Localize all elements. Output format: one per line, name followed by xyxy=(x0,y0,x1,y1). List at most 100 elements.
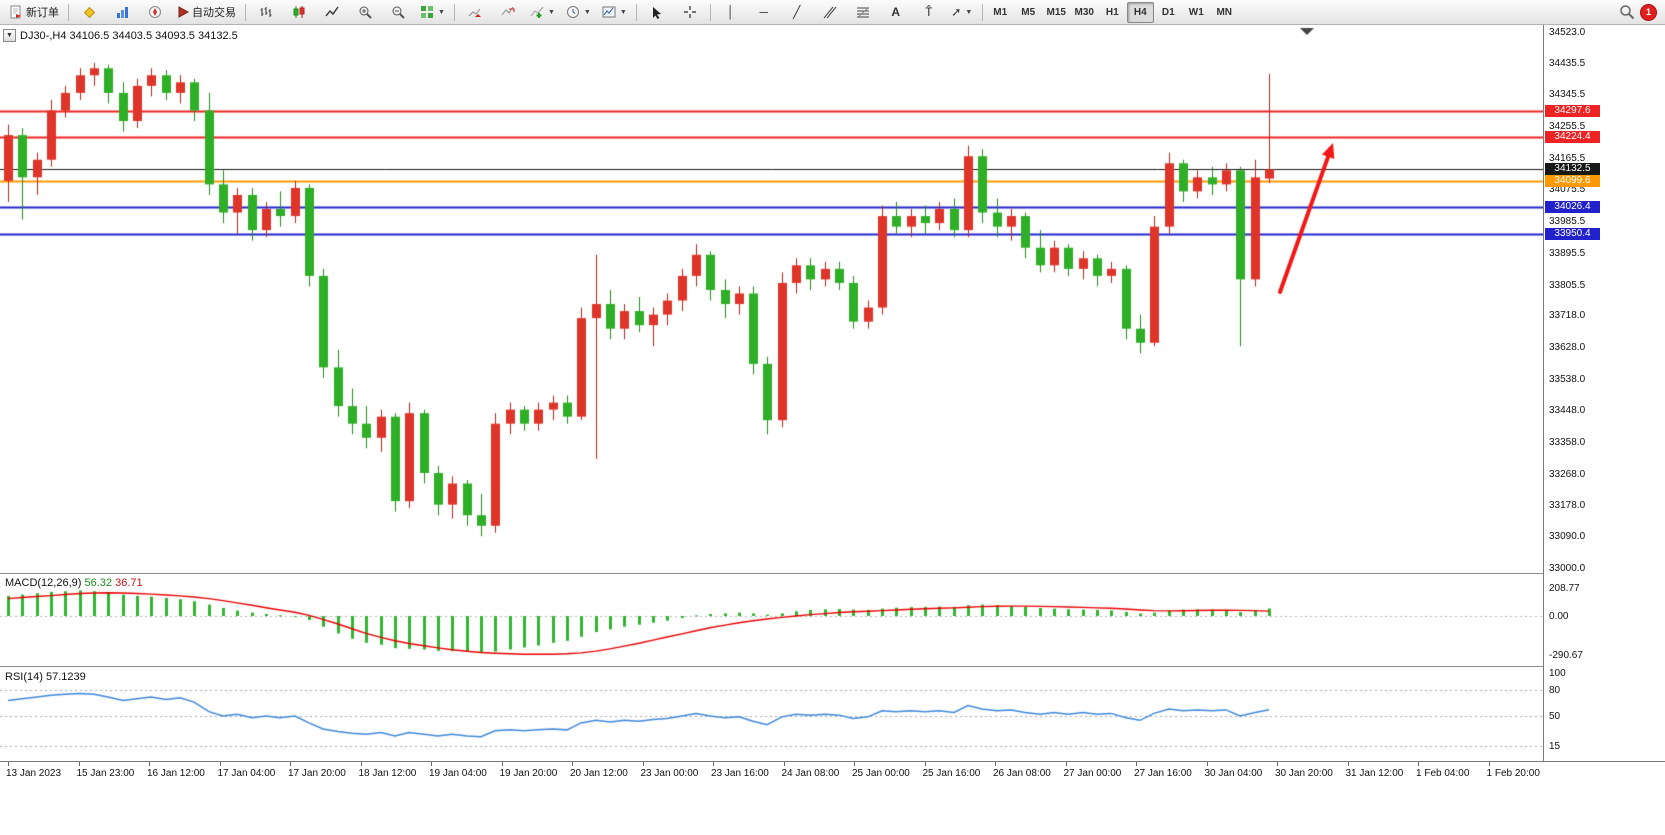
panel-separator[interactable] xyxy=(0,666,1665,667)
data-window-button[interactable] xyxy=(106,1,138,24)
arrows-icon: ➚ xyxy=(951,5,962,19)
indicators-button[interactable]: ▼ xyxy=(525,1,560,24)
time-axis[interactable]: 13 Jan 2023 15 Jan 23:00 16 Jan 12:00 17 Ja… xyxy=(0,761,1665,835)
auto-trading-button[interactable]: 自动交易 xyxy=(172,1,241,24)
periods-button[interactable]: ▼ xyxy=(561,1,596,24)
time-axis-tick xyxy=(149,762,150,766)
time-axis-label: 18 Jan 12:00 xyxy=(358,768,417,779)
panel-separator[interactable] xyxy=(0,573,1665,574)
price-axis-label: 34075.5 xyxy=(1549,184,1586,195)
price-axis-label: 33718.0 xyxy=(1549,310,1586,321)
time-axis-label: 23 Jan 00:00 xyxy=(640,768,699,779)
price-marker-34132.5: 34132.5 xyxy=(1545,163,1600,175)
chart-shift-button[interactable] xyxy=(492,1,524,24)
time-axis-label: 1 Feb 20:00 xyxy=(1486,768,1540,779)
time-axis-tick xyxy=(360,762,362,766)
price-axis-label: 33000.0 xyxy=(1549,563,1586,574)
macd-panel-canvas[interactable] xyxy=(0,575,1543,666)
market-watch-icon xyxy=(83,6,96,19)
auto-trading-label: 自动交易 xyxy=(192,7,236,19)
macd-label: MACD(12,26,9) 56.32 36.71 xyxy=(5,577,143,589)
market-watch-button[interactable] xyxy=(73,1,105,24)
main-chart-canvas[interactable] xyxy=(0,25,1543,573)
rsi-axis-label: 80 xyxy=(1549,685,1561,696)
crosshair-button[interactable] xyxy=(674,1,706,24)
time-axis-label: 17 Jan 04:00 xyxy=(217,768,276,779)
timeframe-mn[interactable]: MN xyxy=(1216,6,1233,18)
time-axis-label: 1 Feb 04:00 xyxy=(1416,768,1470,779)
timeframe-h1[interactable]: H1 xyxy=(1105,6,1119,18)
text-tool[interactable]: A xyxy=(880,1,912,24)
candlestick-chart-button[interactable] xyxy=(283,1,315,24)
timeframe-m15[interactable]: M15 xyxy=(1046,6,1066,18)
line-chart-icon xyxy=(325,6,339,17)
tile-windows-icon xyxy=(421,6,433,18)
separator xyxy=(68,3,69,21)
time-axis-tick xyxy=(501,762,503,766)
price-axis-label: 33538.0 xyxy=(1549,374,1586,385)
new-order-button[interactable]: 新订单 xyxy=(4,1,64,24)
symbol-dropdown[interactable]: ▼ xyxy=(3,29,16,42)
zoom-out-button[interactable] xyxy=(382,1,414,24)
time-axis-label: 31 Jan 12:00 xyxy=(1345,768,1404,779)
indicators-icon xyxy=(530,6,544,18)
cursor-button[interactable] xyxy=(641,1,673,24)
text-label-tool[interactable]: T̂ xyxy=(913,1,945,24)
trendline-icon: ╱ xyxy=(793,5,801,19)
chart-shift-icon xyxy=(501,6,515,16)
text-icon: A xyxy=(891,5,901,19)
fibonacci-tool[interactable] xyxy=(847,1,879,24)
rsi-name: RSI(14) 57.1239 xyxy=(5,671,86,683)
timeframe-m5[interactable]: M5 xyxy=(1021,6,1036,18)
timeframe-m1[interactable]: M1 xyxy=(993,6,1008,18)
rsi-axis-label: 100 xyxy=(1549,668,1566,679)
macd-axis-label: 0.00 xyxy=(1549,611,1569,622)
time-axis-label: 17 Jan 20:00 xyxy=(288,768,346,779)
data-window-icon xyxy=(117,7,128,18)
chevron-down-icon: ▼ xyxy=(547,8,555,16)
timeframe-m30[interactable]: M30 xyxy=(1074,6,1094,18)
timeframe-h4[interactable]: H4 xyxy=(1126,1,1154,23)
timeframe-w1[interactable]: W1 xyxy=(1188,6,1204,18)
timeframe-d1[interactable]: D1 xyxy=(1161,6,1175,18)
auto-trading-icon xyxy=(178,6,189,18)
time-axis-tick xyxy=(431,762,432,766)
time-axis-label: 20 Jan 12:00 xyxy=(570,768,628,779)
separator xyxy=(709,3,711,21)
time-axis-tick xyxy=(1136,762,1137,766)
chevron-down-icon: ▼ xyxy=(965,8,973,16)
macd-signal-value: 36.71 xyxy=(115,577,143,589)
price-axis[interactable]: 34523.0 34435.5 34345.5 34255.5 34165.5 34075… xyxy=(1543,25,1665,761)
time-axis-tick xyxy=(1347,762,1349,766)
price-marker-33950.4: 33950.4 xyxy=(1545,228,1600,240)
search-icon[interactable] xyxy=(1619,4,1635,20)
price-axis-label: 33178.0 xyxy=(1549,500,1586,511)
bar-chart-button[interactable] xyxy=(250,1,282,24)
price-axis-label: 34523.0 xyxy=(1549,27,1586,38)
line-chart-button[interactable] xyxy=(316,1,348,24)
new-order-label: 新订单 xyxy=(26,7,59,19)
chevron-down-icon: ▼ xyxy=(619,8,627,16)
zoom-in-button[interactable] xyxy=(349,1,381,24)
price-axis-label: 34255.5 xyxy=(1549,121,1586,132)
chevron-down-icon: ▼ xyxy=(438,8,445,16)
trendline-tool[interactable]: ╱ xyxy=(781,1,813,24)
price-axis-label: 33358.0 xyxy=(1549,437,1586,448)
horizontal-line-tool[interactable]: ─ xyxy=(748,1,780,24)
price-marker-34297.6: 34297.6 xyxy=(1545,105,1600,117)
auto-scroll-button[interactable] xyxy=(459,1,491,24)
channel-tool[interactable] xyxy=(814,1,846,24)
zoom-out-icon xyxy=(392,6,405,19)
notification-badge[interactable]: 1 xyxy=(1640,3,1657,21)
time-axis-label: 15 Jan 23:00 xyxy=(76,768,135,779)
time-axis-tick xyxy=(783,762,785,766)
candlestick-chart-icon xyxy=(293,6,305,18)
rsi-panel-canvas[interactable] xyxy=(0,668,1543,760)
tile-windows-button[interactable]: ▼ xyxy=(415,1,450,24)
time-axis-label: 30 Jan 20:00 xyxy=(1275,768,1333,779)
navigator-button[interactable] xyxy=(139,1,171,24)
vertical-line-tool[interactable]: │ xyxy=(715,1,747,24)
arrows-tool[interactable]: ➚ ▼ xyxy=(946,1,978,24)
price-axis-label: 33985.5 xyxy=(1549,216,1586,227)
templates-button[interactable]: ▼ xyxy=(597,1,632,24)
